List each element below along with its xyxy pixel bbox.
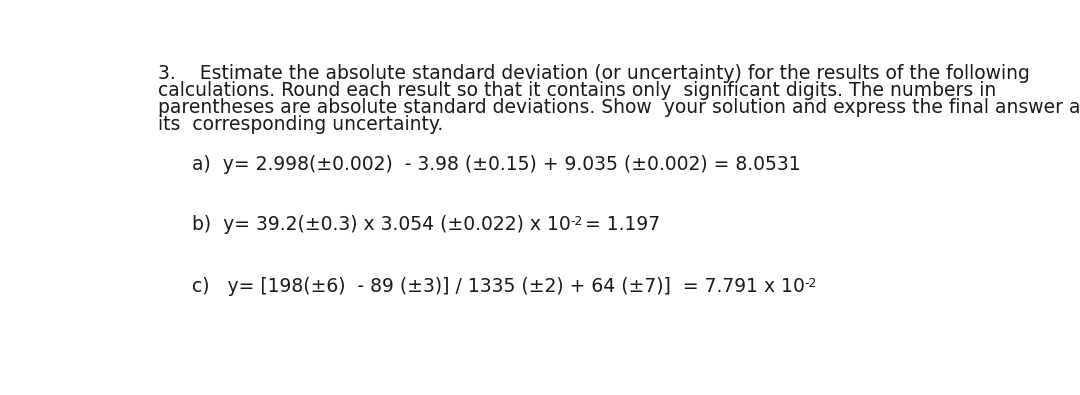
Text: 3.    Estimate the absolute standard deviation (or uncertainty) for the results : 3. Estimate the absolute standard deviat… <box>159 64 1030 83</box>
Text: parentheses are absolute standard deviations. Show  your solution and express th: parentheses are absolute standard deviat… <box>159 98 1080 117</box>
Text: calculations. Round each result so that it contains only  significant digits. Th: calculations. Round each result so that … <box>159 81 997 100</box>
Text: b)  y= 39.2(±0.3) x 3.054 (±0.022) x 10: b) y= 39.2(±0.3) x 3.054 (±0.022) x 10 <box>191 215 570 234</box>
Text: -2: -2 <box>570 215 583 228</box>
Text: its  corresponding uncertainty.: its corresponding uncertainty. <box>159 115 444 134</box>
Text: -2: -2 <box>805 277 816 290</box>
Text: a)  y= 2.998(±0.002)  - 3.98 (±0.15) + 9.035 (±0.002) = 8.0531: a) y= 2.998(±0.002) - 3.98 (±0.15) + 9.0… <box>191 155 800 174</box>
Text: = 1.197: = 1.197 <box>584 215 660 234</box>
Text: c)   y= [198(±6)  - 89 (±3)] / 1335 (±2) + 64 (±7)]  = 7.791 x 10: c) y= [198(±6) - 89 (±3)] / 1335 (±2) + … <box>191 277 805 296</box>
